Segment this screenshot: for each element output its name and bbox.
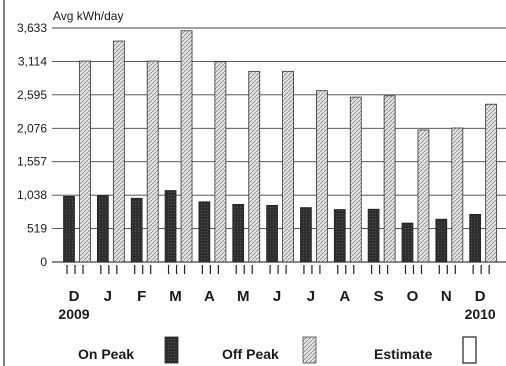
bar-on-peak	[300, 207, 312, 263]
bar-off-peak	[485, 103, 498, 263]
x-tick-label: O	[407, 288, 419, 305]
y-tick-label: 1,557	[17, 155, 47, 169]
legend-swatch-estimate	[462, 336, 477, 364]
bar-off-peak	[417, 129, 430, 263]
bar-off-peak	[180, 30, 193, 263]
x-tick-label: D	[475, 288, 486, 305]
bar-on-peak	[130, 197, 143, 263]
bar-off-peak	[282, 70, 294, 263]
bar-off-peak	[349, 96, 362, 263]
legend: On Peak Off Peak Estimate	[78, 336, 477, 364]
x-tick-label: N	[441, 288, 452, 305]
bar-on-peak	[198, 201, 211, 263]
bar-off-peak	[316, 90, 328, 263]
y-tick-label: 2,595	[17, 88, 47, 102]
legend-label-off-peak: Off Peak	[222, 346, 279, 362]
x-year-label: 2009	[58, 306, 89, 322]
bar-on-peak	[266, 204, 278, 263]
legend-swatch-off-peak	[302, 336, 317, 364]
x-tick-label: M	[169, 288, 182, 305]
y-tick-labels: 0 519 1,038 1,557 2,076 2,595 3,114 3,633	[17, 21, 47, 269]
bar-on-peak	[63, 195, 75, 263]
y-axis-unit-label: Avg kWh/day	[53, 9, 123, 23]
y-tick-label: 519	[27, 222, 47, 236]
legend-swatch-on-peak	[164, 336, 179, 364]
x-tick-label: M	[237, 288, 250, 305]
x-tick-label: D	[69, 288, 80, 305]
x-axis	[66, 265, 490, 274]
bar-off-peak	[112, 40, 125, 263]
gridlines	[52, 27, 506, 263]
legend-label-estimate: Estimate	[374, 346, 433, 362]
bar-on-peak	[96, 195, 109, 263]
x-tick-label: A	[339, 288, 350, 305]
y-tick-label: 3,114	[18, 54, 47, 68]
bar-on-peak	[164, 190, 177, 263]
legend-label-on-peak: On Peak	[78, 346, 134, 362]
bar-on-peak	[367, 208, 380, 263]
bar-off-peak	[248, 70, 261, 263]
bar-off-peak	[79, 60, 91, 263]
y-tick-label: 2,076	[17, 121, 47, 135]
x-tick-label: J	[273, 288, 281, 305]
bar-on-peak	[232, 204, 245, 263]
x-tick-label: A	[204, 288, 215, 305]
x-year-label: 2010	[465, 306, 496, 322]
x-tick-label: J	[104, 288, 112, 305]
x-tick-label: F	[137, 288, 146, 305]
bar-on-peak	[435, 218, 448, 263]
bar-off-peak	[214, 61, 227, 263]
y-tick-label: 0	[40, 255, 47, 269]
bar-off-peak	[146, 60, 159, 263]
y-tick-label: 3,633	[17, 21, 47, 35]
y-tick-label: 1,038	[17, 188, 47, 202]
bars	[63, 30, 498, 263]
bar-on-peak	[469, 213, 482, 263]
x-tick-label: S	[374, 288, 384, 305]
bar-off-peak	[451, 127, 464, 263]
bar-on-peak	[333, 209, 346, 263]
x-tick-label: J	[307, 288, 315, 305]
bar-off-peak	[383, 95, 396, 263]
bar-on-peak	[401, 222, 414, 263]
